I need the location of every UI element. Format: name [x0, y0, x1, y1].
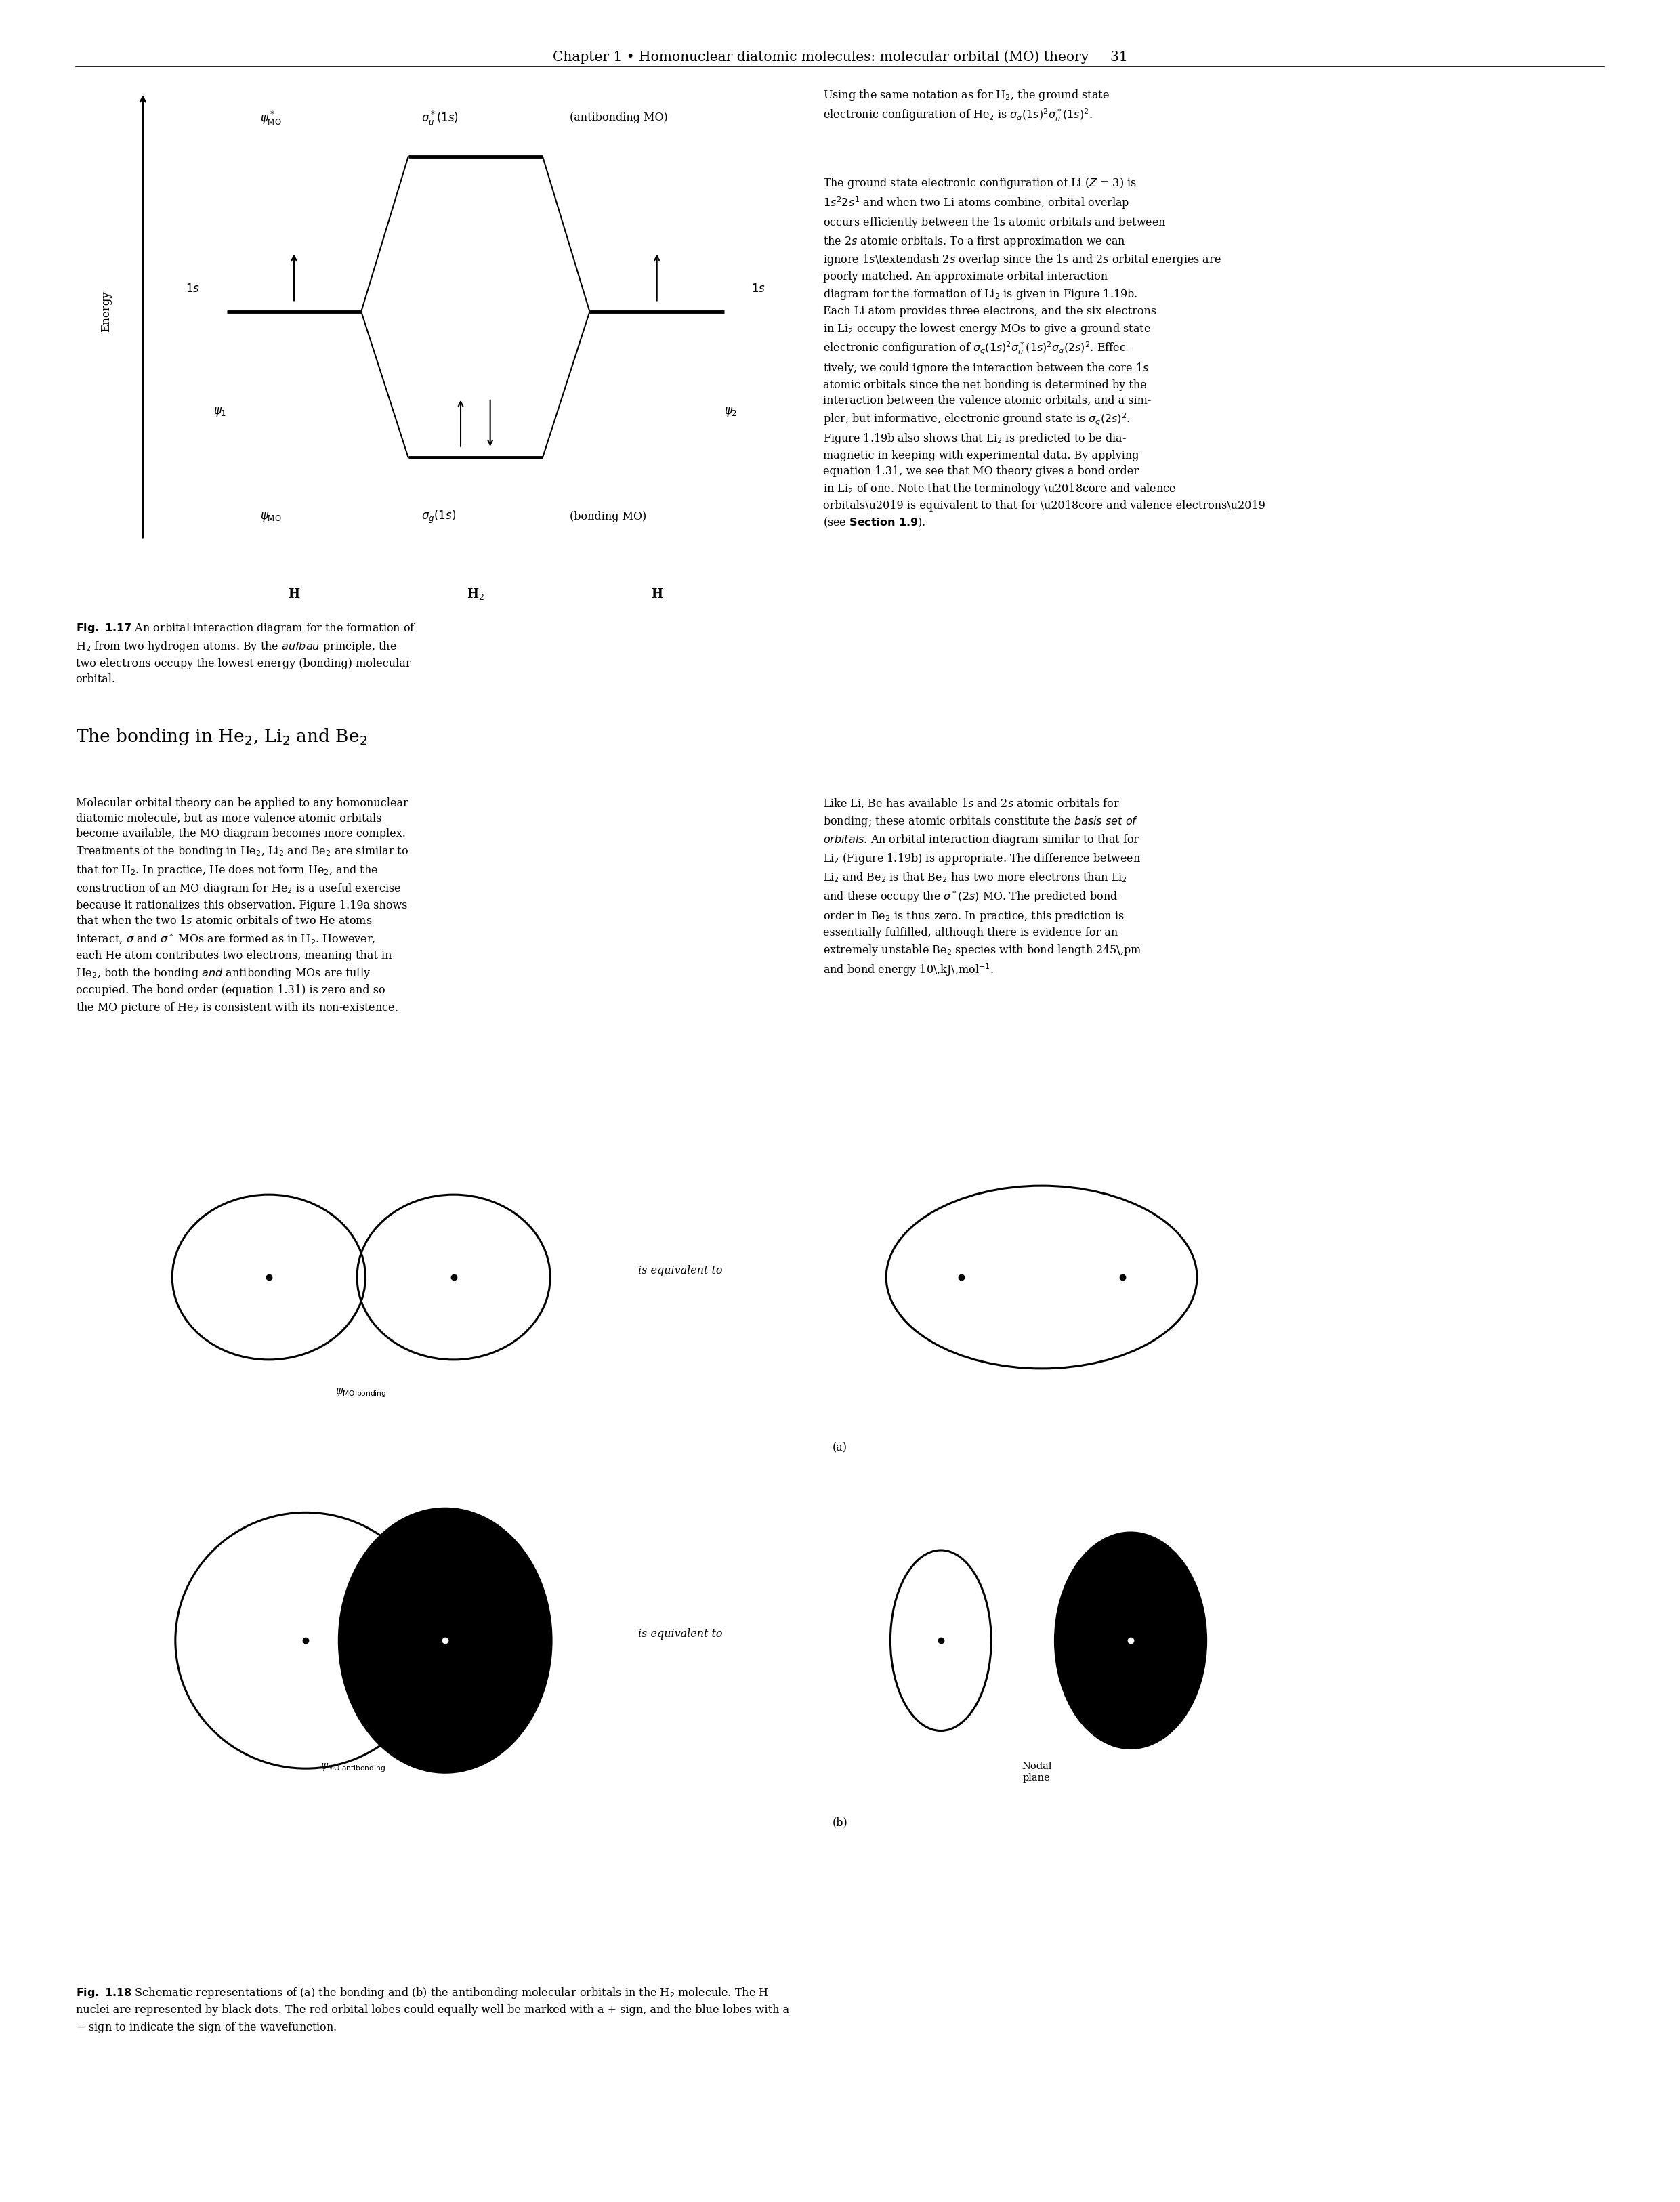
Text: $\bf{Fig.\ 1.18}$ Schematic representations of (a) the bonding and (b) the antib: $\bf{Fig.\ 1.18}$ Schematic representati…	[76, 1986, 790, 2035]
Ellipse shape	[1055, 1533, 1206, 1748]
Text: Like Li, Be has available 1$s$ and 2$s$ atomic orbitals for
bonding; these atomi: Like Li, Be has available 1$s$ and 2$s$ …	[823, 797, 1142, 978]
Text: $1s$: $1s$	[751, 284, 764, 295]
Text: Molecular orbital theory can be applied to any homonuclear
diatomic molecule, bu: Molecular orbital theory can be applied …	[76, 797, 408, 1015]
Text: $\psi_{\rm MO}$: $\psi_{\rm MO}$	[260, 511, 282, 522]
Text: is equivalent to: is equivalent to	[638, 1627, 722, 1640]
Text: (bonding MO): (bonding MO)	[570, 511, 647, 522]
Text: H: H	[289, 588, 299, 601]
Text: $\psi_{\rm MO\ bonding}$: $\psi_{\rm MO\ bonding}$	[336, 1387, 386, 1398]
Text: Chapter 1 • Homonuclear diatomic molecules: molecular orbital (MO) theory     31: Chapter 1 • Homonuclear diatomic molecul…	[553, 51, 1127, 64]
Text: H$_2$: H$_2$	[467, 588, 484, 601]
Text: $\psi_1$: $\psi_1$	[213, 405, 227, 418]
Text: Energy: Energy	[101, 291, 111, 333]
Text: is equivalent to: is equivalent to	[638, 1264, 722, 1277]
Text: $\sigma_u^*(1s)$: $\sigma_u^*(1s)$	[422, 110, 459, 126]
Text: H: H	[652, 588, 662, 601]
Text: Nodal
plane: Nodal plane	[1021, 1762, 1052, 1784]
Text: The bonding in He$_2$, Li$_2$ and Be$_2$: The bonding in He$_2$, Li$_2$ and Be$_2$	[76, 727, 366, 746]
Text: $\psi_2$: $\psi_2$	[724, 405, 738, 418]
Text: $\sigma_g(1s)$: $\sigma_g(1s)$	[422, 509, 457, 524]
Text: $\bf{Fig.\ 1.17}$ An orbital interaction diagram for the formation of
H$_2$ from: $\bf{Fig.\ 1.17}$ An orbital interaction…	[76, 621, 415, 685]
Ellipse shape	[339, 1508, 551, 1773]
Text: (antibonding MO): (antibonding MO)	[570, 112, 667, 123]
Text: $\psi^*_{\rm MO}$: $\psi^*_{\rm MO}$	[260, 110, 282, 126]
Text: $\psi_{\rm MO\ antibonding}$: $\psi_{\rm MO\ antibonding}$	[321, 1762, 385, 1773]
Text: (a): (a)	[833, 1442, 847, 1453]
Text: $1s$: $1s$	[186, 284, 200, 295]
Text: (b): (b)	[832, 1817, 848, 1828]
Text: Using the same notation as for H$_2$, the ground state
electronic configuration : Using the same notation as for H$_2$, th…	[823, 88, 1109, 123]
Text: The ground state electronic configuration of Li ($Z$ = 3) is
$1s^22s^1$ and when: The ground state electronic configuratio…	[823, 176, 1265, 528]
